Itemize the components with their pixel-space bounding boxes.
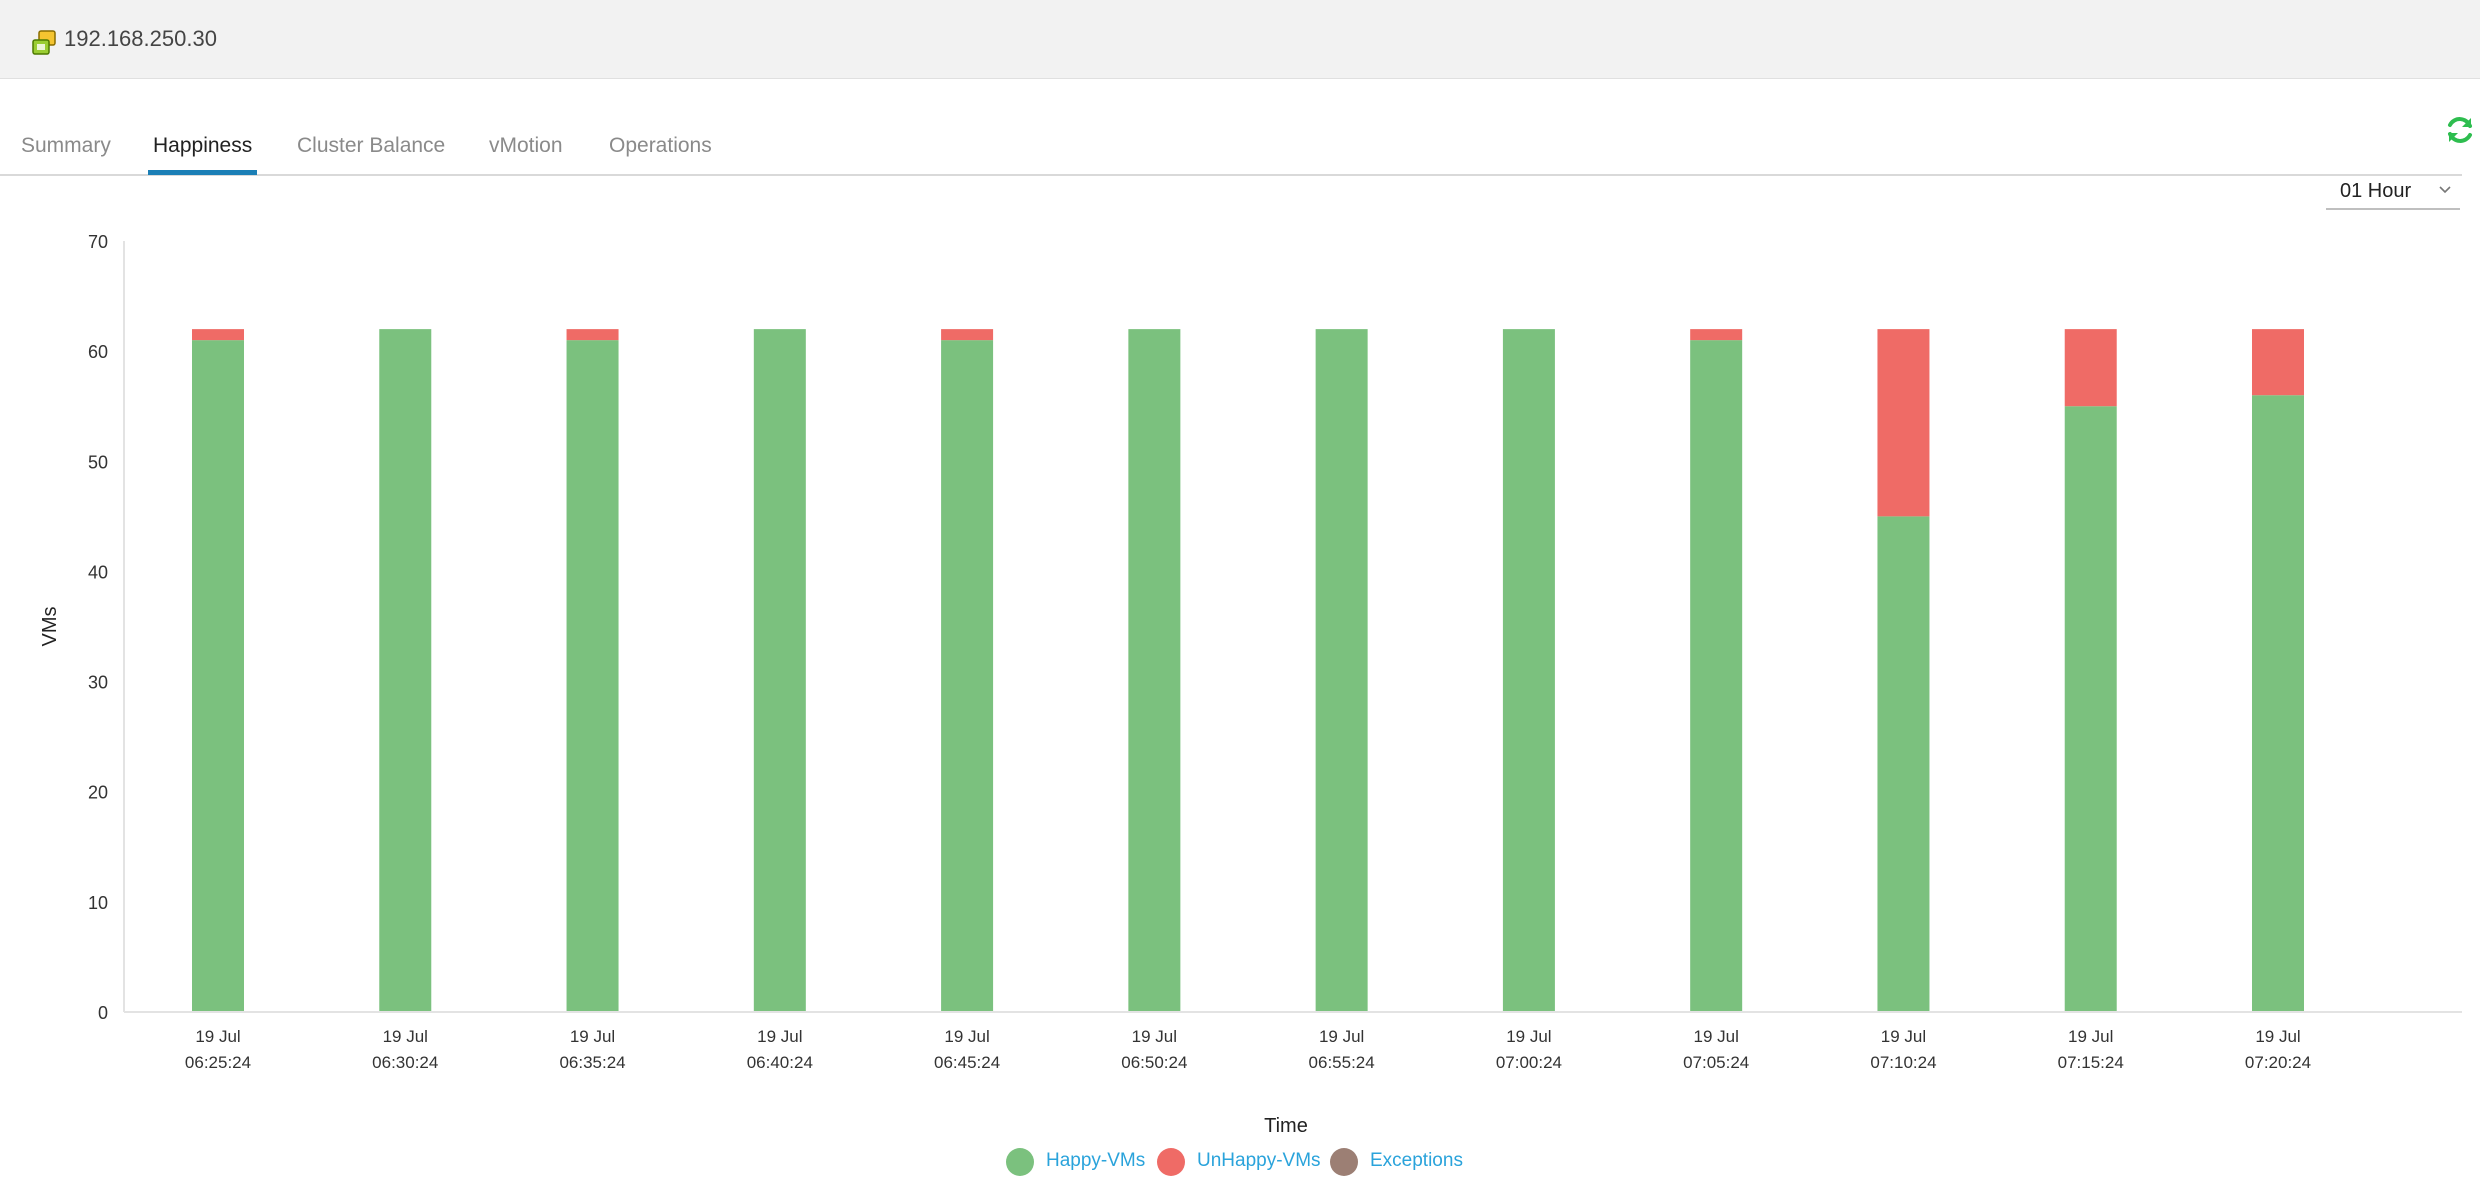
tab-cluster-balance[interactable]: Cluster Balance [297, 134, 446, 157]
x-tick-date: 19 Jul [195, 1027, 240, 1046]
x-tick-date: 19 Jul [1132, 1027, 1177, 1046]
y-tick-label: 60 [88, 342, 108, 362]
bar-segment-happy[interactable] [2252, 395, 2304, 1012]
x-tick-time: 07:00:24 [1496, 1053, 1562, 1072]
bar-segment-unhappy[interactable] [2064, 329, 2117, 407]
time-range-select[interactable]: 01 Hour [2326, 172, 2460, 210]
tab-summary[interactable]: Summary [21, 134, 111, 157]
x-tick-date: 19 Jul [1693, 1027, 1738, 1046]
bar-segment-unhappy[interactable] [192, 329, 244, 341]
host-title: 192.168.250.30 [64, 26, 217, 51]
time-range-value: 01 Hour [2340, 180, 2412, 202]
x-tick-time: 07:10:24 [1870, 1053, 1936, 1072]
x-tick-date: 19 Jul [1881, 1027, 1926, 1046]
bar-segment-happy[interactable] [753, 329, 806, 1013]
x-tick-date: 19 Jul [2255, 1027, 2300, 1046]
x-tick-date: 19 Jul [757, 1027, 802, 1046]
x-tick-date: 19 Jul [1506, 1027, 1551, 1046]
tab-operations[interactable]: Operations [609, 134, 712, 157]
bar-segment-happy[interactable] [1128, 329, 1181, 1013]
bar-segment-happy[interactable] [1877, 516, 1930, 1012]
host-header: 192.168.250.30 [0, 0, 2480, 79]
chart-legend: Happy-VMs UnHappy-VMs Exceptions [0, 1144, 2480, 1180]
bar-segment-unhappy[interactable] [1690, 329, 1743, 341]
legend-happy-label: Happy-VMs [1046, 1150, 1146, 1171]
legend-unhappy-dot [1157, 1148, 1185, 1176]
y-tick-label: 10 [88, 893, 108, 913]
happiness-chart: 0 10 20 30 40 50 60 70 19 Jul 06:25:24 19 Jul 06:3… [39, 232, 2462, 1137]
x-tick-date: 19 Jul [570, 1027, 615, 1046]
x-tick-time: 06:45:24 [934, 1053, 1000, 1072]
y-tick-label: 40 [88, 562, 108, 582]
bar-segment-unhappy[interactable] [566, 329, 619, 341]
x-tick-time: 07:20:24 [2245, 1053, 2311, 1072]
x-tick-time: 07:05:24 [1683, 1053, 1749, 1072]
tab-vmotion[interactable]: vMotion [489, 134, 563, 157]
y-axis-ticks: 0 10 20 30 40 50 60 70 [88, 232, 108, 1023]
bar-segment-happy[interactable] [941, 340, 994, 1013]
bar-segment-happy[interactable] [1690, 340, 1743, 1013]
y-axis-label: VMs [39, 607, 61, 647]
vm-host-icon [32, 30, 56, 55]
bar-segment-happy[interactable] [2064, 406, 2117, 1012]
x-tick-date: 19 Jul [2068, 1027, 2113, 1046]
bar-segment-happy[interactable] [566, 340, 619, 1013]
y-tick-label: 20 [88, 783, 108, 803]
refresh-icon[interactable] [2444, 114, 2476, 146]
bar-segment-happy[interactable] [1315, 329, 1368, 1013]
tab-bar: Summary Happiness Cluster Balance vMotio… [0, 120, 2462, 176]
chevron-down-icon [2439, 186, 2451, 194]
x-axis-label: Time [1264, 1115, 1308, 1137]
bar-segment-happy[interactable] [1502, 329, 1555, 1013]
y-tick-label: 0 [98, 1003, 108, 1023]
x-tick-date: 19 Jul [1319, 1027, 1364, 1046]
tab-happiness[interactable]: Happiness [147, 134, 258, 175]
bars [192, 329, 2304, 1013]
x-tick-time: 06:50:24 [1121, 1053, 1187, 1072]
bar-segment-unhappy[interactable] [1877, 329, 1930, 517]
x-tick-time: 06:25:24 [185, 1053, 251, 1072]
x-tick-time: 06:35:24 [559, 1053, 625, 1072]
y-tick-label: 70 [88, 232, 108, 252]
x-axis-ticks: 19 Jul 06:25:24 19 Jul 06:30:24 19 Jul 06:35:… [185, 1027, 2311, 1072]
bar-segment-happy[interactable] [192, 340, 244, 1013]
x-tick-time: 06:55:24 [1309, 1053, 1375, 1072]
x-tick-time: 06:40:24 [747, 1053, 813, 1072]
bar-segment-unhappy[interactable] [941, 329, 994, 341]
legend-exceptions-label: Exceptions [1370, 1150, 1463, 1171]
legend-exceptions-dot [1330, 1148, 1358, 1176]
y-tick-label: 30 [88, 673, 108, 693]
bar-segment-happy[interactable] [379, 329, 432, 1013]
bar-segment-unhappy[interactable] [2252, 329, 2304, 396]
y-tick-label: 50 [88, 452, 108, 472]
x-tick-date: 19 Jul [944, 1027, 989, 1046]
x-tick-date: 19 Jul [383, 1027, 428, 1046]
x-tick-time: 06:30:24 [372, 1053, 438, 1072]
legend-happy-dot [1006, 1148, 1034, 1176]
x-tick-time: 07:15:24 [2058, 1053, 2124, 1072]
legend-unhappy-label: UnHappy-VMs [1197, 1150, 1321, 1171]
